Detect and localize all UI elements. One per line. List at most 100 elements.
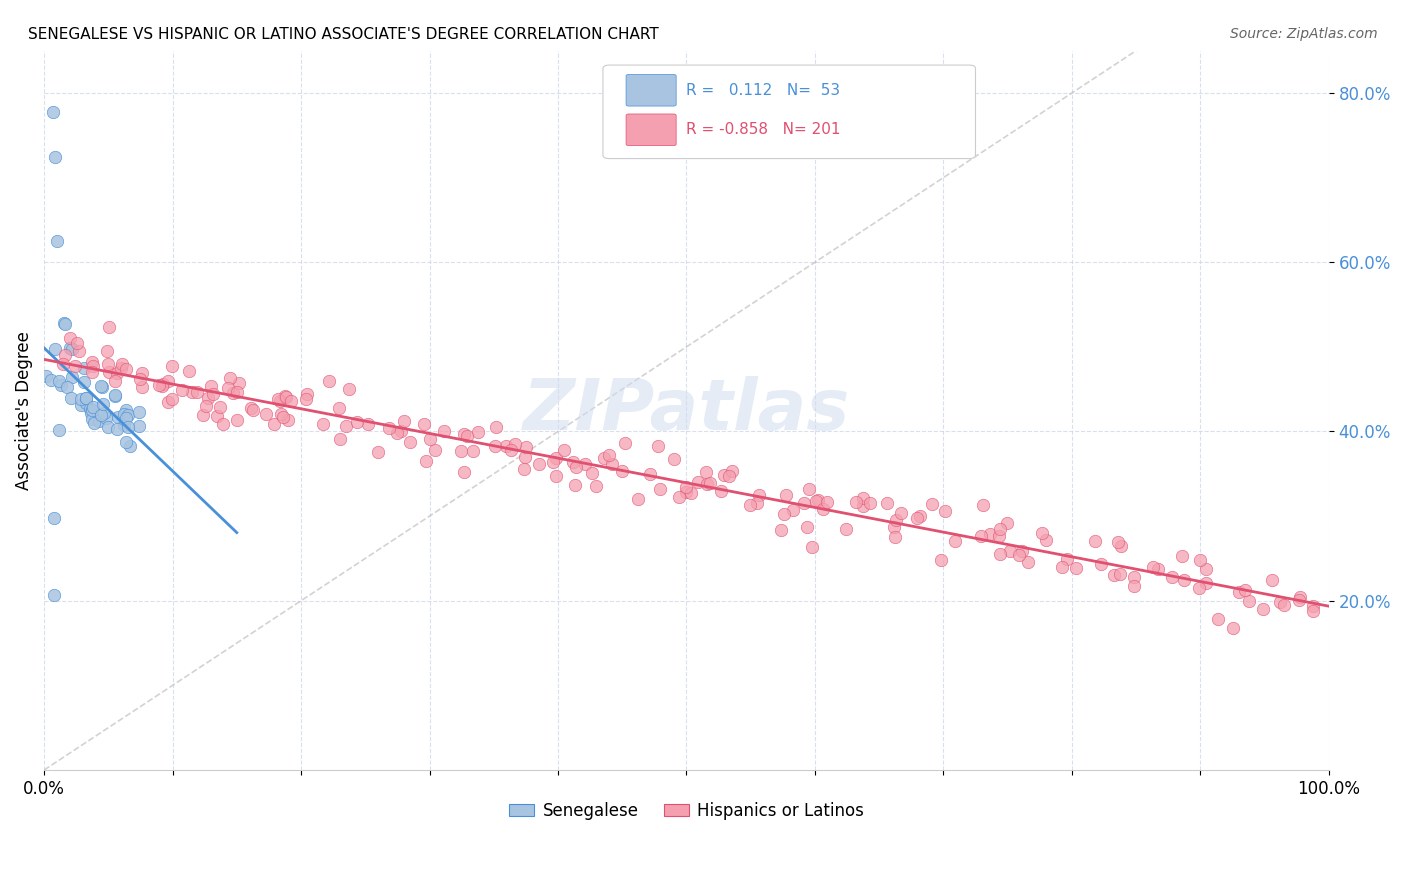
Point — [1102, 568, 1125, 582]
Point — [267, 392, 290, 406]
Point — [929, 553, 952, 567]
Point — [627, 491, 650, 506]
Point — [721, 463, 744, 477]
Point — [42, 588, 65, 602]
Point — [117, 419, 139, 434]
Point — [1188, 552, 1211, 566]
Point — [82, 412, 104, 426]
Point — [574, 457, 596, 471]
Point — [228, 376, 250, 391]
Point — [747, 496, 769, 510]
Point — [280, 393, 302, 408]
Point — [75, 391, 97, 405]
Point — [1107, 534, 1129, 549]
Point — [131, 366, 153, 380]
Point — [1302, 604, 1324, 618]
Point — [770, 523, 793, 537]
Point — [110, 361, 132, 376]
Point — [131, 380, 153, 394]
Point — [686, 475, 709, 490]
Point — [201, 386, 224, 401]
Point — [998, 544, 1021, 558]
Point — [1233, 583, 1256, 598]
Point — [186, 385, 208, 400]
Point — [200, 379, 222, 393]
Point — [1017, 555, 1039, 569]
Point — [876, 495, 898, 509]
Point — [55, 348, 77, 362]
Point — [114, 411, 136, 425]
Point — [613, 435, 636, 450]
Point — [1171, 549, 1194, 563]
Point — [277, 413, 299, 427]
Point — [1090, 557, 1112, 571]
Point — [647, 439, 669, 453]
Point — [495, 439, 517, 453]
Point — [156, 394, 179, 409]
Point — [546, 451, 568, 466]
Point — [180, 385, 202, 400]
Point — [668, 490, 690, 504]
Point — [710, 484, 733, 499]
Point — [738, 499, 761, 513]
Y-axis label: Associate's Degree: Associate's Degree — [15, 331, 32, 490]
Point — [610, 464, 633, 478]
Point — [172, 383, 194, 397]
Point — [53, 317, 76, 331]
Point — [52, 357, 75, 371]
Point — [385, 426, 408, 441]
Point — [35, 368, 58, 383]
Point — [979, 526, 1001, 541]
Point — [98, 365, 121, 379]
FancyBboxPatch shape — [626, 114, 676, 145]
Point — [553, 443, 575, 458]
Point — [337, 383, 360, 397]
Point — [456, 428, 478, 442]
Point — [503, 437, 526, 451]
Point — [1109, 567, 1132, 582]
Point — [218, 370, 240, 384]
Point — [1173, 573, 1195, 587]
Point — [42, 104, 65, 119]
Point — [699, 475, 721, 490]
Point — [44, 510, 66, 524]
Point — [484, 438, 506, 452]
FancyBboxPatch shape — [603, 65, 976, 159]
Point — [905, 511, 928, 525]
Point — [890, 506, 912, 520]
Point — [60, 342, 83, 356]
Point — [835, 522, 858, 536]
Point — [883, 520, 905, 534]
Point — [65, 359, 87, 373]
Point — [648, 482, 671, 496]
Point — [1227, 585, 1250, 599]
Point — [1146, 561, 1168, 575]
Point — [969, 529, 991, 543]
Point — [598, 449, 620, 463]
Point — [271, 409, 294, 424]
Point — [263, 417, 285, 431]
Point — [128, 405, 150, 419]
Text: R = -0.858   N= 201: R = -0.858 N= 201 — [686, 122, 841, 137]
Point — [107, 410, 129, 425]
Point — [1035, 533, 1057, 547]
Point — [80, 355, 103, 369]
Point — [90, 409, 112, 423]
Point — [128, 419, 150, 434]
Point — [432, 424, 454, 438]
Point — [512, 462, 534, 476]
Point — [782, 503, 804, 517]
Point — [1272, 598, 1295, 612]
Point — [269, 393, 291, 408]
Point — [89, 414, 111, 428]
Point — [48, 423, 70, 437]
Point — [485, 420, 508, 434]
Point — [450, 444, 472, 458]
Point — [72, 360, 94, 375]
Point — [329, 433, 352, 447]
Point — [1222, 621, 1244, 635]
Point — [160, 359, 183, 373]
Point — [1064, 560, 1087, 574]
Point — [104, 388, 127, 402]
Point — [696, 477, 718, 491]
